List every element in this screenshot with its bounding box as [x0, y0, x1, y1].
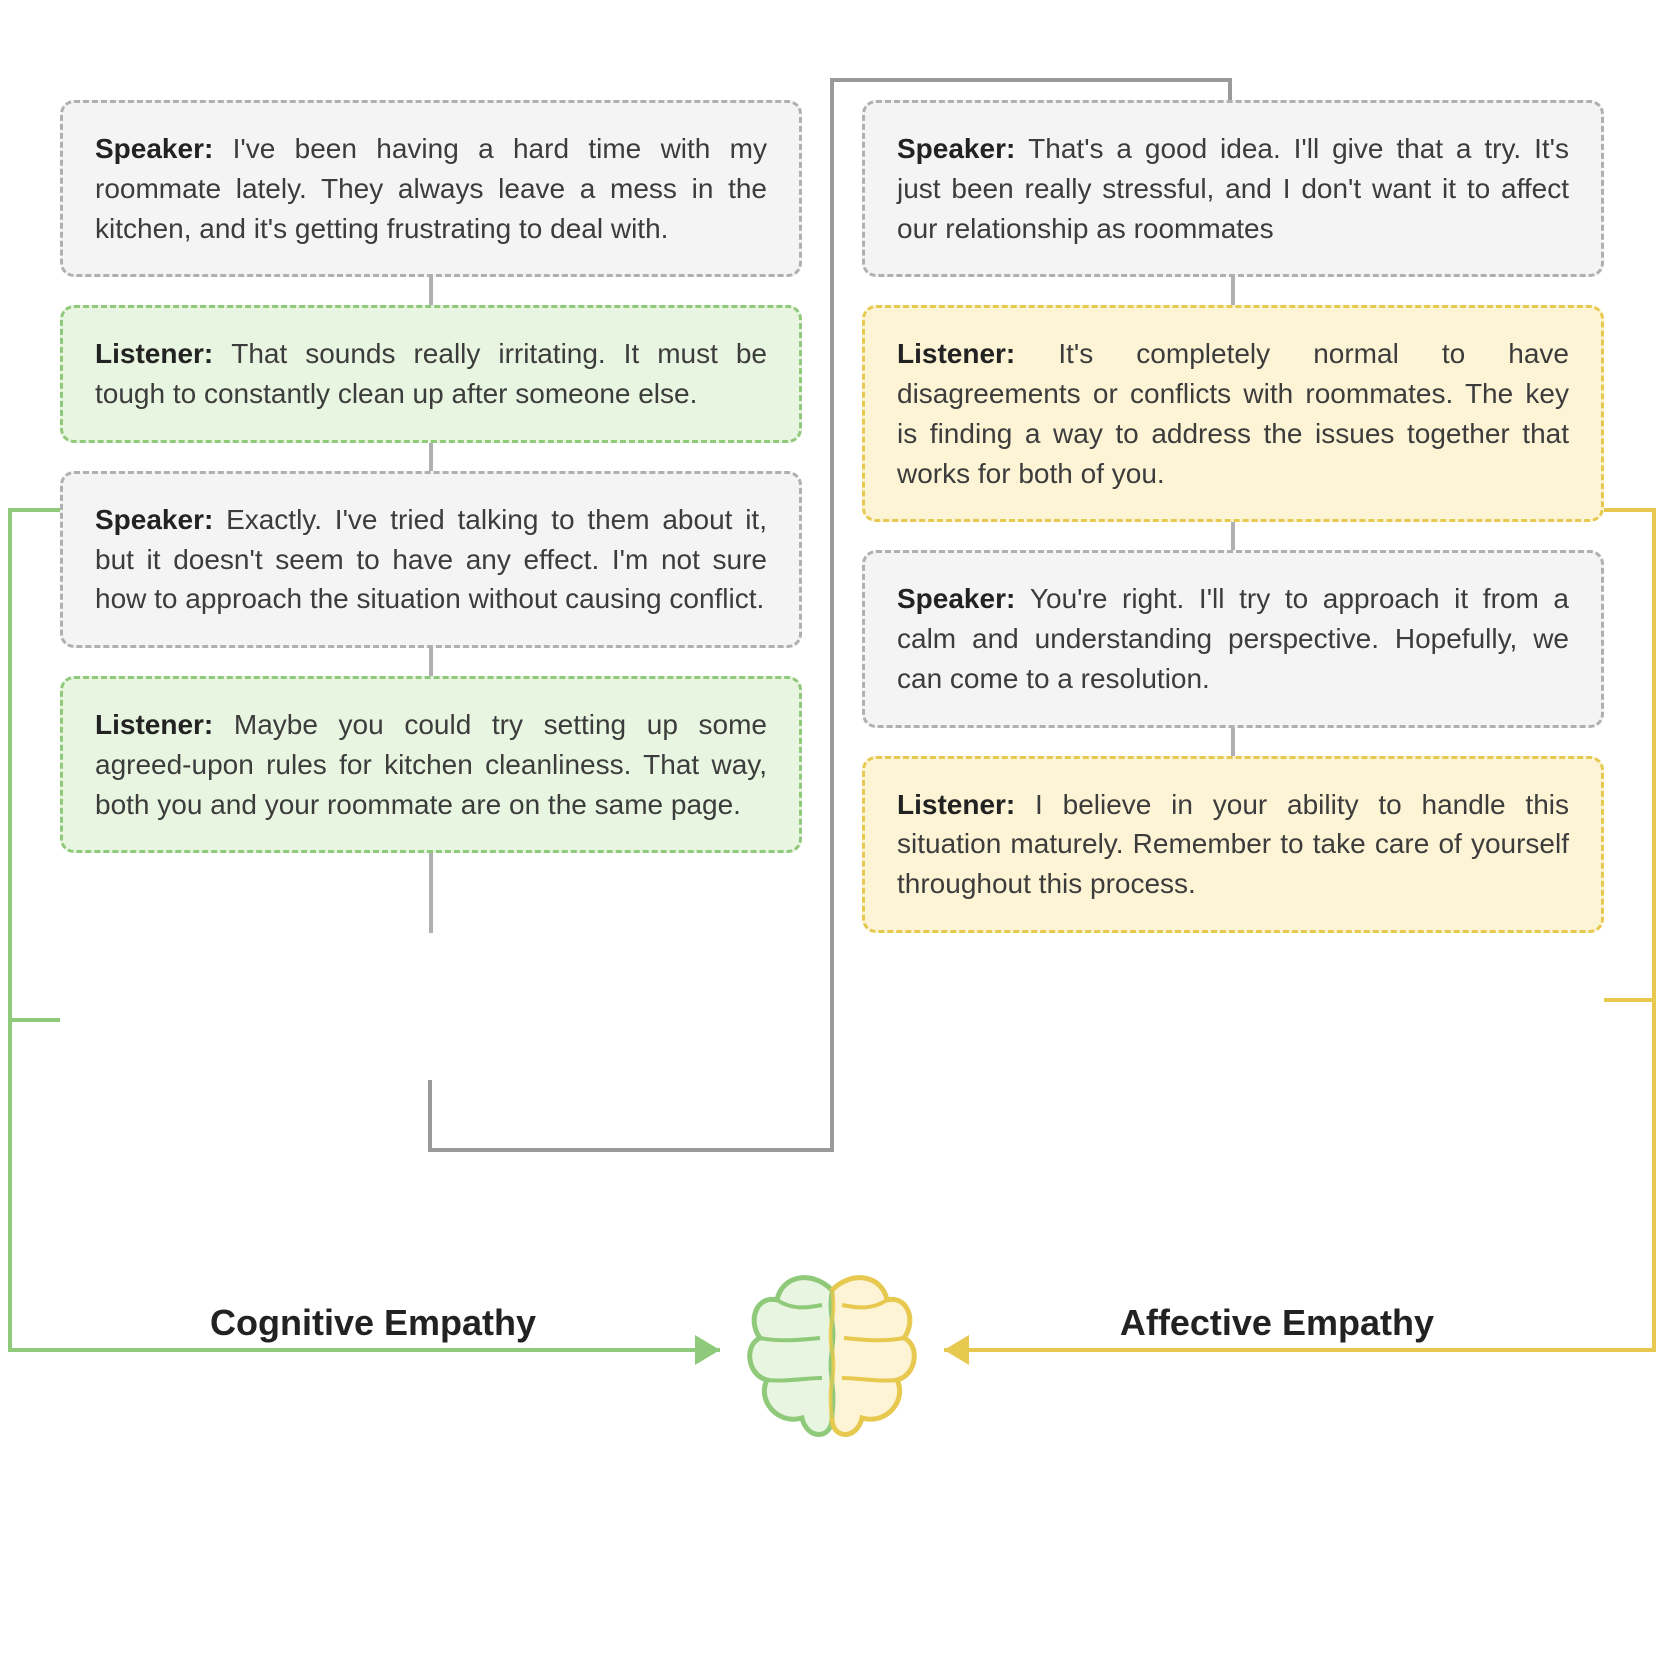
bubble-r3: Speaker: You're right. I'll try to appro… — [862, 550, 1604, 727]
role-label: Listener: — [95, 338, 231, 369]
left-column: Speaker: I've been having a hard time wi… — [60, 100, 802, 933]
bubble-l1: Speaker: I've been having a hard time wi… — [60, 100, 802, 277]
cognitive-empathy-label: Cognitive Empathy — [210, 1302, 536, 1344]
right-column: Speaker: That's a good idea. I'll give t… — [862, 100, 1604, 933]
role-label: Listener: — [95, 709, 234, 740]
columns: Speaker: I've been having a hard time wi… — [60, 100, 1604, 933]
role-label: Speaker: — [95, 133, 233, 164]
bubble-r2: Listener: It's completely normal to have… — [862, 305, 1604, 522]
bubble-l2: Listener: That sounds really irritating.… — [60, 305, 802, 443]
bubble-r1: Speaker: That's a good idea. I'll give t… — [862, 100, 1604, 277]
role-label: Listener: — [897, 789, 1035, 820]
brain-icon — [732, 1260, 932, 1460]
bubble-l4: Listener: Maybe you could try setting up… — [60, 676, 802, 853]
role-label: Speaker: — [95, 504, 226, 535]
bubble-l3: Speaker: Exactly. I've tried talking to … — [60, 471, 802, 648]
empathy-diagram: Speaker: I've been having a hard time wi… — [60, 100, 1604, 933]
bubble-r4: Listener: I believe in your ability to h… — [862, 756, 1604, 933]
role-label: Speaker: — [897, 133, 1028, 164]
role-label: Speaker: — [897, 583, 1030, 614]
role-label: Listener: — [897, 338, 1058, 369]
affective-empathy-label: Affective Empathy — [1120, 1302, 1434, 1344]
